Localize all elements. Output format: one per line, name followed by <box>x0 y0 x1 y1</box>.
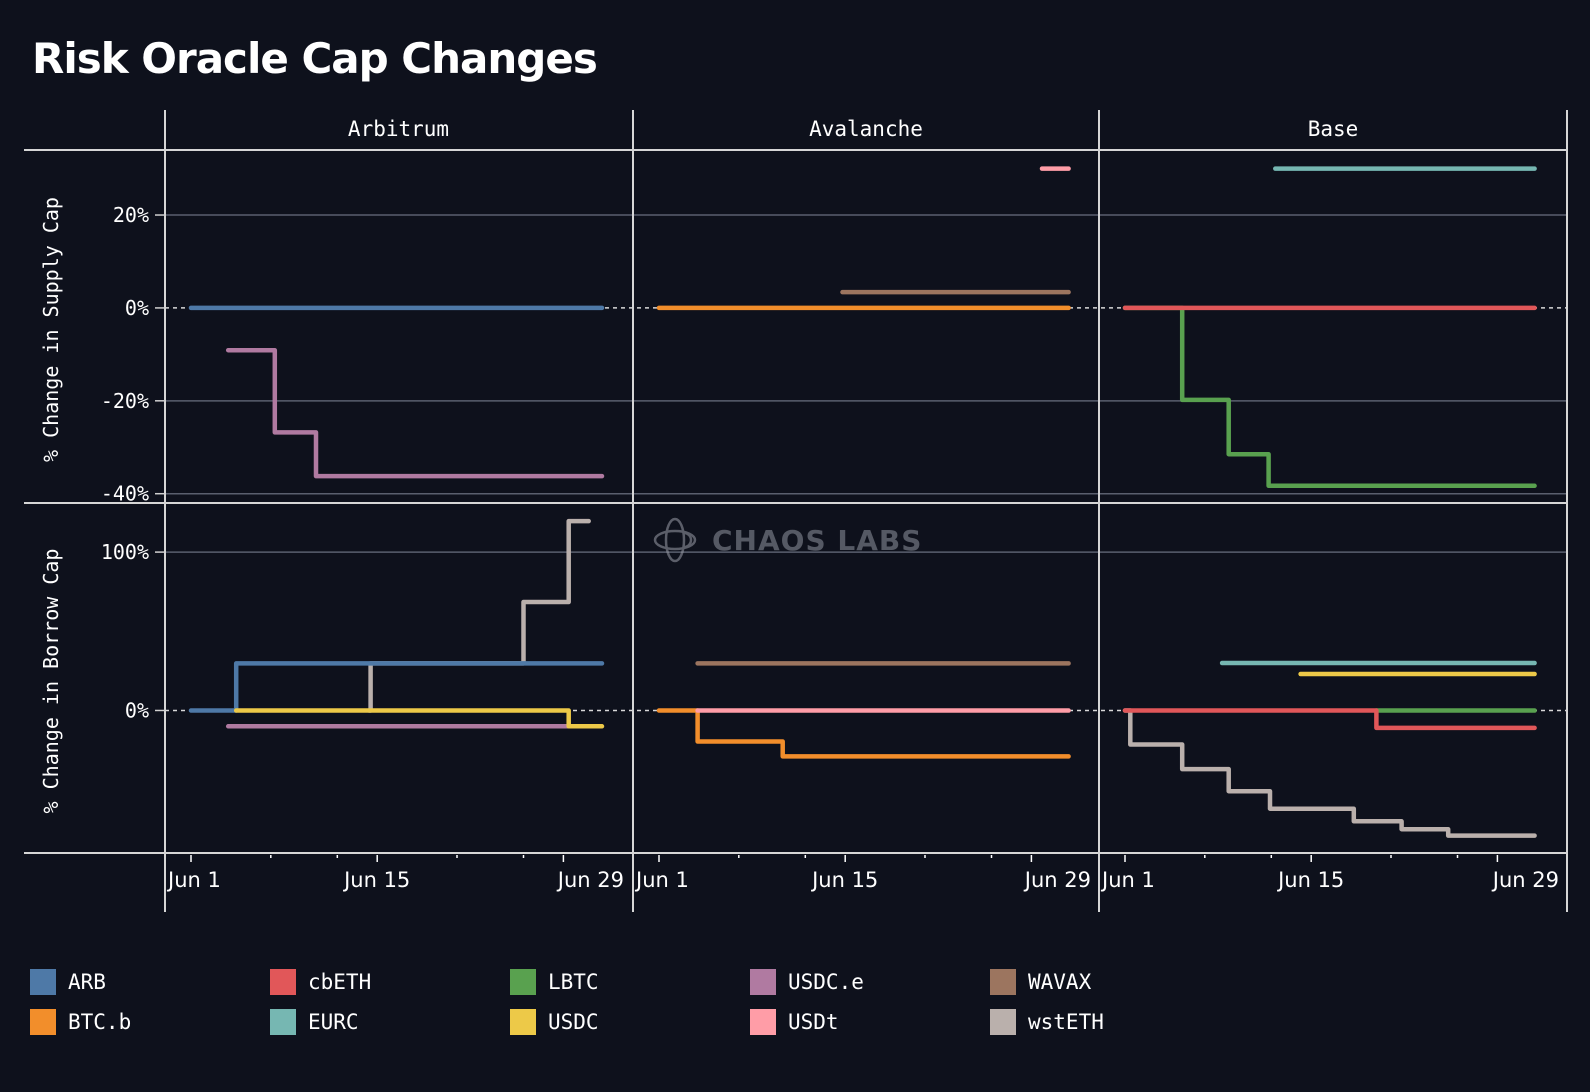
axis-labels: 20% 0% -20% -40% % Change in Supply Cap 100% 0… <box>39 117 1559 892</box>
series-base-borrow-wsteth <box>1122 708 1537 838</box>
chart-title: Risk Oracle Cap Changes <box>32 34 598 83</box>
x-tick-label: Jun 29 <box>1491 868 1559 892</box>
legend-swatch <box>750 1009 776 1035</box>
x-tick-label: Jun 15 <box>810 868 878 892</box>
y-tick-label: 0% <box>125 296 149 320</box>
legend-item: USDt <box>750 1002 990 1042</box>
legend-swatch <box>30 1009 56 1035</box>
legend-item: WAVAX <box>990 962 1230 1002</box>
legend-label: USDC <box>548 1010 599 1034</box>
legend-label: LBTC <box>548 970 599 994</box>
legend-swatch <box>750 969 776 995</box>
series-base-supply-lbtc <box>1122 305 1537 489</box>
legend-label: BTC.b <box>68 1010 132 1034</box>
x-tick-label: Jun 1 <box>166 868 221 892</box>
legend-label: EURC <box>308 1010 359 1034</box>
y-axis-title: % Change in Borrow Cap <box>39 549 63 814</box>
series-arbitrum-borrow-wsteth <box>366 518 591 713</box>
legend-item: LBTC <box>510 962 750 1002</box>
y-tick-label: -40% <box>101 482 149 506</box>
watermark-text: CHAOS LABS <box>712 524 922 557</box>
x-tick-label: Jun 1 <box>1100 868 1155 892</box>
legend-swatch <box>510 1009 536 1035</box>
series-lines <box>188 166 1537 838</box>
zero-reference-lines <box>165 307 1567 712</box>
legend-swatch <box>270 1009 296 1035</box>
legend-swatch <box>270 969 296 995</box>
legend-item: cbETH <box>270 962 510 1002</box>
series-arbitrum-borrow-arb <box>188 661 605 713</box>
facet-label: Avalanche <box>809 117 923 141</box>
facet-label: Base <box>1308 117 1359 141</box>
y-tick-label: 20% <box>113 203 149 227</box>
legend-swatch <box>30 969 56 995</box>
gridlines <box>165 214 1567 553</box>
legend-label: USDC.e <box>788 970 864 994</box>
x-tick-label: Jun 1 <box>634 868 689 892</box>
legend-swatch <box>510 969 536 995</box>
legend-item: EURC <box>270 1002 510 1042</box>
y-tick-label: 100% <box>101 540 149 564</box>
legend-label: USDt <box>788 1010 839 1034</box>
legend-item: USDC <box>510 1002 750 1042</box>
legend-label: ARB <box>68 970 106 994</box>
watermark: CHAOS LABS <box>653 517 922 563</box>
legend-item: ARB <box>30 962 270 1002</box>
legend-item: wstETH <box>990 1002 1230 1042</box>
legend-label: cbETH <box>308 970 372 994</box>
x-tick-label: Jun 29 <box>556 868 624 892</box>
series-arbitrum-borrow-usdc <box>233 708 605 729</box>
faceted-line-chart: CHAOS LABS 20% 0% -20% -40% % Change in Supp… <box>24 110 1568 912</box>
legend-item: USDC.e <box>750 962 990 1002</box>
legend: ARB BTC.b cbETH EURC LBTC USDC USDC.e USDt WAVAX… <box>30 962 1230 1042</box>
series-avalanche-borrow-btc-b <box>656 708 1071 759</box>
y-tick-label: -20% <box>101 389 149 413</box>
facet-frame <box>24 110 1568 912</box>
legend-label: wstETH <box>1028 1010 1104 1034</box>
x-tick-label: Jun 15 <box>1276 868 1344 892</box>
legend-swatch <box>990 969 1016 995</box>
legend-swatch <box>990 1009 1016 1035</box>
y-tick-label: 0% <box>125 698 149 722</box>
legend-item: BTC.b <box>30 1002 270 1042</box>
series-arbitrum-supply-usdc-e <box>225 347 605 479</box>
x-tick-label: Jun 15 <box>342 868 410 892</box>
series-base-borrow-cbeth <box>1122 708 1537 731</box>
x-tick-label: Jun 29 <box>1023 868 1091 892</box>
facet-label: Arbitrum <box>348 117 449 141</box>
chaos-labs-logo-icon <box>653 517 697 563</box>
legend-label: WAVAX <box>1028 970 1092 994</box>
y-axis-title: % Change in Supply Cap <box>39 197 63 462</box>
